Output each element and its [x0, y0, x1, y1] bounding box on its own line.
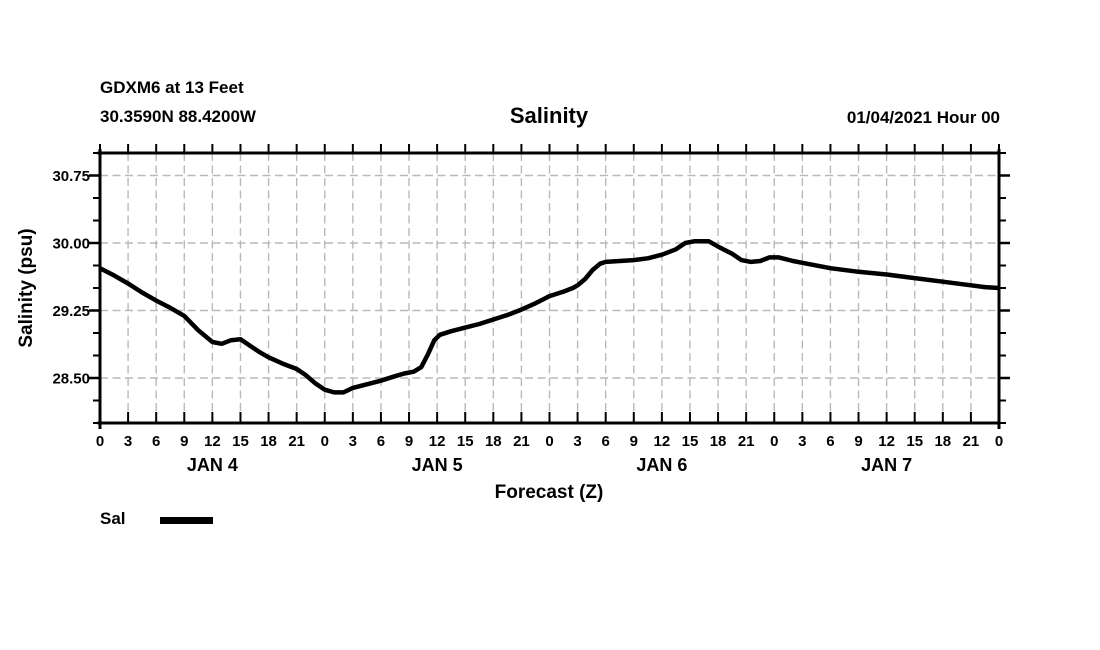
x-tick-label: 0: [770, 433, 778, 450]
x-tick-label: 0: [545, 433, 553, 450]
x-tick-label: 21: [288, 433, 305, 450]
x-tick-label: 6: [602, 433, 610, 450]
x-tick-label: 9: [854, 433, 862, 450]
x-day-label: JAN 5: [412, 455, 463, 475]
x-tick-label: 3: [573, 433, 581, 450]
x-tick-label: 12: [429, 433, 446, 450]
x-tick-label: 6: [152, 433, 160, 450]
x-tick-label: 18: [260, 433, 277, 450]
x-tick-label: 3: [349, 433, 357, 450]
x-axis-title: Forecast (Z): [494, 482, 604, 503]
x-tick-label: 18: [710, 433, 727, 450]
x-tick-label: 0: [321, 433, 329, 450]
x-tick-label: 9: [630, 433, 638, 450]
salinity-series-line: [98, 238, 1000, 395]
x-tick-label: 3: [124, 433, 132, 450]
x-tick-label: 18: [934, 433, 951, 450]
station-label: GDXM6 at 13 Feet: [100, 78, 244, 97]
x-day-label: JAN 6: [636, 455, 687, 475]
x-tick-label: 6: [826, 433, 834, 450]
forecast-datetime-label: 01/04/2021 Hour 00: [846, 108, 1000, 127]
x-tick-label: 21: [738, 433, 755, 450]
x-tick-label: 12: [204, 433, 221, 450]
x-tick-label: 3: [798, 433, 806, 450]
x-day-label: JAN 7: [861, 455, 912, 475]
legend-line-swatch: [160, 517, 213, 524]
chart-title: Salinity: [509, 103, 589, 128]
x-tick-label: 9: [405, 433, 413, 450]
coordinates-label: 30.3590N 88.4200W: [100, 107, 256, 126]
legend-series-label: Sal: [100, 509, 126, 528]
x-tick-label: 21: [963, 433, 980, 450]
x-tick-label: 0: [995, 433, 1003, 450]
x-tick-label: 12: [878, 433, 895, 450]
x-tick-label: 9: [180, 433, 188, 450]
y-tick-label: 30.75: [52, 168, 90, 185]
x-tick-label: 6: [377, 433, 385, 450]
y-tick-label: 30.00: [52, 236, 90, 253]
x-tick-label: 18: [485, 433, 502, 450]
x-tick-label: 15: [906, 433, 923, 450]
x-tick-label: 15: [232, 433, 249, 450]
x-tick-label: 21: [513, 433, 530, 450]
x-tick-label: 15: [457, 433, 474, 450]
x-tick-label: 12: [654, 433, 671, 450]
y-tick-label: 28.50: [52, 371, 90, 388]
x-day-label: JAN 4: [187, 455, 238, 475]
x-tick-label: 15: [682, 433, 699, 450]
y-tick-label: 29.25: [52, 303, 90, 320]
x-tick-label: 0: [96, 433, 104, 450]
